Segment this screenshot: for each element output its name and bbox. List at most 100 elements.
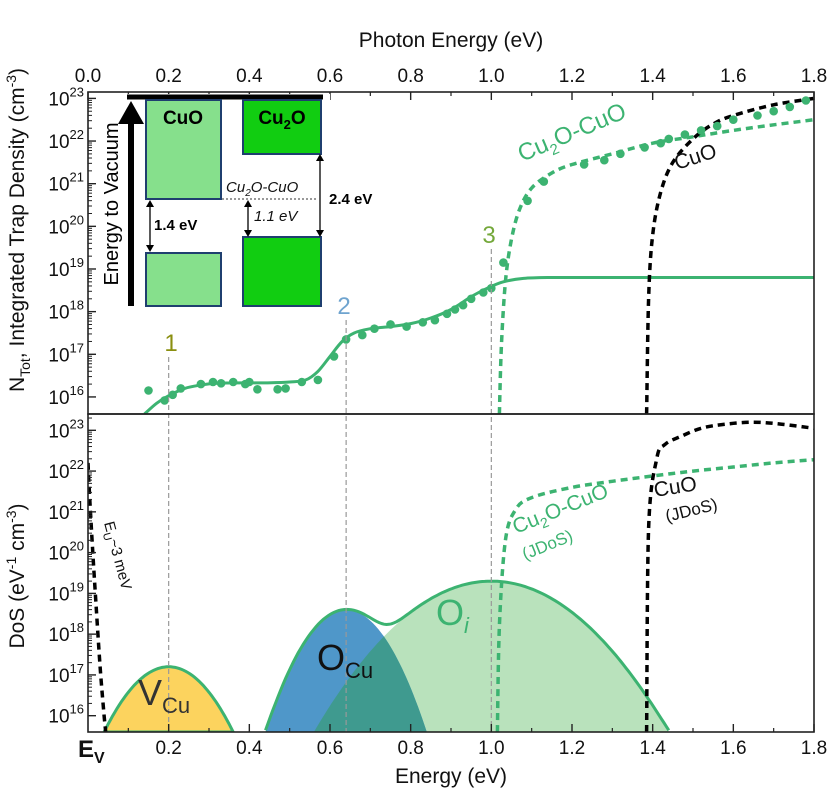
- ntot-data-point: [664, 134, 674, 144]
- ntot-data-point: [228, 377, 238, 387]
- bottom-x-tick-label: 0.4: [236, 738, 263, 759]
- top-y-tick-label: 1022: [48, 127, 84, 153]
- ntot-data-point: [450, 305, 460, 314]
- transition-label-2: 2: [337, 293, 350, 320]
- axis-ticks: 0.0 0.2 0.4 0.6 0.8 1.0 1.2 1.4 1.6 1.8 0.2 0.4 0.6 0…: [48, 66, 827, 759]
- interface-gap-arrowhead-up: [244, 200, 252, 207]
- top-x-tick-label: 0.2: [155, 66, 181, 87]
- ntot-data-points: [144, 96, 811, 405]
- cuo-top-curve: [644, 96, 814, 414]
- cuo-gap-arrowhead-up: [146, 200, 154, 207]
- oi-peak-label: Oi: [436, 592, 470, 638]
- ntot-data-point: [539, 177, 549, 186]
- cuo-top-label: CuO: [671, 140, 719, 175]
- top-x-tick-label: 0.8: [397, 66, 423, 87]
- ntot-data-point: [281, 384, 290, 393]
- vcu-peak-label: VCu: [138, 672, 190, 718]
- top-x-tick-label: 1.2: [559, 66, 585, 87]
- cu2o-gap-arrowhead-up: [316, 154, 324, 161]
- ntot-data-point: [656, 138, 665, 148]
- ntot-data-point: [253, 385, 262, 394]
- ntot-data-point: [430, 315, 440, 325]
- top-x-tick-label: 0.6: [317, 66, 343, 87]
- ocu-peak-label: OCu: [317, 637, 373, 683]
- top-y-axis-title: NTot, Integrated Trap Density (cm-3): [3, 68, 33, 392]
- bottom-x-axis-title: Energy (eV): [395, 765, 507, 788]
- ntot-data-point: [313, 375, 323, 385]
- ntot-data-point: [196, 379, 206, 389]
- urbach-energy-label: EU~3 meV: [97, 520, 134, 593]
- ntot-data-point: [216, 379, 226, 388]
- ntot-data-point: [696, 126, 706, 135]
- bottom-x-tick-label: 1.6: [720, 738, 746, 759]
- top-x-tick-label: 1.0: [478, 66, 504, 87]
- transition-label-3: 3: [482, 222, 495, 249]
- ntot-data-point: [616, 149, 625, 159]
- cuo-gap-arrowhead-down: [146, 245, 154, 252]
- ntot-data-point: [785, 102, 795, 112]
- ntot-data-point: [801, 96, 811, 105]
- top-x-tick-label: 0.4: [236, 66, 263, 87]
- bottom-x-tick-label: 1.0: [478, 738, 504, 759]
- bottom-x-tick-label: 0.6: [317, 738, 343, 759]
- ntot-data-point: [329, 352, 339, 361]
- bottom-x-tick-label: 1.4: [639, 738, 666, 759]
- ntot-data-point: [523, 196, 532, 206]
- ntot-data-point: [442, 309, 452, 319]
- ntot-data-point: [680, 130, 690, 139]
- interface-gap-arrowhead-down: [244, 230, 252, 237]
- bottom-y-tick-label: 1019: [48, 579, 84, 605]
- interface-inset-label: Cu2O-CuO: [226, 179, 299, 199]
- ntot-data-point: [458, 300, 468, 310]
- bottom-y-tick-label: 1016: [48, 702, 84, 728]
- top-y-tick-label: 1023: [48, 84, 84, 110]
- bottom-y-tick-label: 1020: [48, 539, 84, 565]
- ntot-data-point: [499, 258, 508, 267]
- top-y-tick-label: 1021: [48, 170, 84, 196]
- ntot-data-point: [769, 106, 778, 116]
- ntot-data-point: [418, 318, 428, 327]
- bottom-x-tick-label: 1.8: [801, 738, 827, 759]
- ntot-data-point: [712, 121, 722, 131]
- ntot-data-point: [208, 377, 218, 387]
- ntot-data-point: [168, 390, 177, 400]
- urbach-tail-curve: [88, 462, 108, 732]
- interface-gap-label: 1.1 eV: [254, 208, 299, 225]
- bottom-y-tick-label: 1022: [48, 457, 84, 483]
- top-x-axis-title: Photon Energy (eV): [359, 29, 543, 52]
- cuo-gap-label: 1.4 eV: [154, 217, 197, 234]
- cuo-conduction-band: [145, 99, 222, 200]
- cuo-inset-label: CuO: [163, 108, 203, 129]
- top-x-tick-label: 1.8: [801, 66, 827, 87]
- ntot-data-point: [386, 320, 395, 329]
- bottom-y-tick-label: 1021: [48, 498, 84, 524]
- ntot-data-point: [358, 330, 367, 340]
- ntot-data-point: [273, 385, 282, 394]
- cu2o-gap-label: 2.4 eV: [329, 191, 372, 208]
- bottom-y-tick-label: 1023: [48, 416, 84, 442]
- ntot-data-point: [487, 283, 496, 293]
- ntot-data-point: [402, 322, 411, 331]
- band-alignment-inset: Energy to Vacuum CuO Cu2O Cu2O-CuO 1.4 e…: [100, 94, 372, 314]
- ntot-data-point: [753, 111, 762, 120]
- cu2o-inset-label: Cu2O: [258, 108, 305, 132]
- bottom-x-tick-label: 0.2: [155, 738, 181, 759]
- top-x-tick-label: 0.0: [75, 66, 101, 87]
- bottom-x-tick-label: 0.8: [397, 738, 423, 759]
- ntot-data-point: [640, 143, 649, 152]
- energy-to-vacuum-label: Energy to Vacuum: [101, 122, 123, 285]
- cu2o-gap-arrowhead-down: [316, 230, 324, 237]
- ntot-data-point: [579, 160, 589, 169]
- top-y-tick-label: 1017: [48, 340, 84, 366]
- ntot-data-point: [144, 386, 153, 395]
- cu2o-cuo-top-curve: [497, 117, 814, 414]
- cuo-valence-band: [145, 252, 222, 307]
- ntot-data-point: [600, 155, 609, 165]
- oi-ocu-envelope-line: [264, 579, 671, 732]
- vcu-peak-fill: [102, 665, 235, 732]
- bottom-y-tick-label: 1017: [48, 661, 84, 687]
- cu2o-cuo-jdos-curve: [495, 457, 814, 732]
- top-x-tick-label: 1.6: [720, 66, 746, 87]
- ntot-data-point: [245, 377, 254, 387]
